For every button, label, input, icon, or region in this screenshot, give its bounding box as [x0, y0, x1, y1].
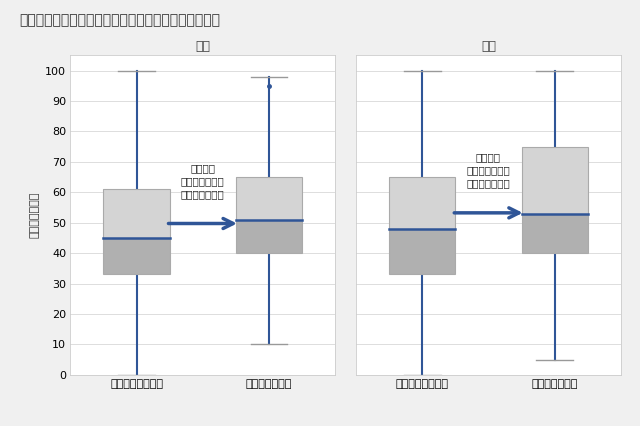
Bar: [104, 189, 170, 238]
Y-axis label: 秋テストの点数: 秋テストの点数: [29, 192, 40, 238]
Text: 実施群は
未実施群に比べ
高得点帯に分布: 実施群は 未実施群に比べ 高得点帯に分布: [181, 163, 225, 199]
Text: 連動課題の有無と秋テストの得点分布（英語、数学）: 連動課題の有無と秋テストの得点分布（英語、数学）: [19, 13, 220, 27]
Bar: [389, 177, 456, 274]
Bar: [522, 147, 588, 253]
Bar: [236, 177, 302, 253]
Bar: [236, 177, 302, 220]
Bar: [236, 220, 302, 253]
Title: 英語: 英語: [195, 40, 210, 53]
Bar: [104, 238, 170, 274]
Title: 数学: 数学: [481, 40, 496, 53]
Text: 実施群は
未実施群に比べ
高得点帯に分布: 実施群は 未実施群に比べ 高得点帯に分布: [467, 152, 510, 188]
Bar: [389, 177, 456, 229]
Bar: [389, 229, 456, 274]
Bar: [104, 189, 170, 274]
Bar: [522, 147, 588, 213]
Bar: [522, 213, 588, 253]
